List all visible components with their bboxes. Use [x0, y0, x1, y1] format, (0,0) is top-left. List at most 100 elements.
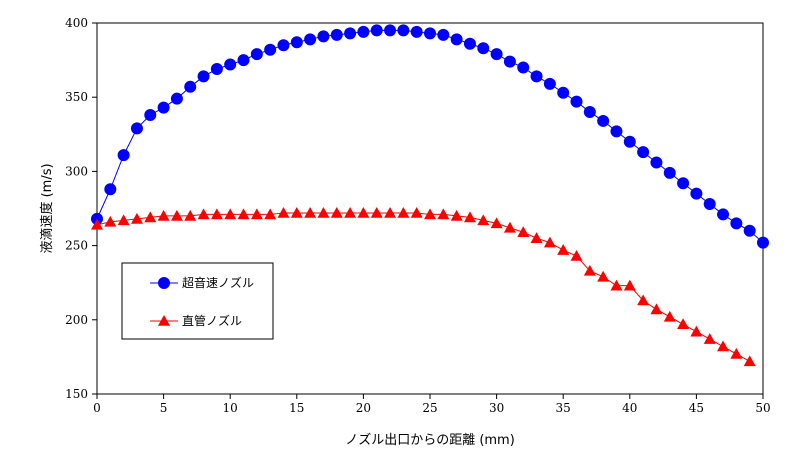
data-point	[730, 347, 743, 359]
data-point	[437, 28, 450, 41]
y-tick-label: 250	[65, 239, 88, 253]
data-point	[144, 109, 157, 122]
data-point	[224, 58, 237, 71]
series-2	[91, 206, 756, 367]
data-point	[424, 27, 436, 40]
y-axis-ticks: 150 200 250 300 350 400	[65, 16, 97, 401]
data-point	[517, 61, 530, 74]
y-tick-label: 400	[65, 16, 88, 30]
data-point	[277, 39, 290, 52]
data-point	[477, 214, 490, 226]
data-point	[490, 48, 503, 61]
data-point	[277, 206, 290, 218]
data-point	[424, 208, 436, 220]
legend-marker	[158, 315, 170, 326]
data-point	[330, 28, 343, 41]
data-point	[370, 206, 383, 218]
data-point	[290, 206, 303, 218]
data-point	[304, 206, 317, 218]
data-point	[210, 63, 223, 76]
data-point	[197, 208, 210, 220]
data-point	[237, 208, 250, 220]
x-tick-label: 10	[223, 401, 238, 415]
legend-label: 超音速ノズル	[182, 275, 254, 290]
data-point	[104, 183, 117, 196]
data-point	[503, 55, 516, 68]
data-point	[597, 114, 610, 127]
x-tick-label: 50	[755, 401, 770, 415]
data-point	[650, 303, 663, 315]
data-point	[477, 42, 490, 55]
data-point	[250, 208, 263, 220]
x-tick-label: 0	[93, 401, 101, 415]
data-point	[583, 264, 596, 276]
data-point	[117, 214, 130, 226]
data-point	[317, 206, 330, 218]
data-point	[743, 224, 756, 237]
x-axis-title: ノズル出口からの距離 (mm)	[345, 432, 515, 448]
data-point	[663, 310, 676, 322]
data-point	[357, 25, 370, 38]
data-point	[91, 218, 103, 230]
x-tick-label: 30	[489, 401, 504, 415]
y-tick-label: 200	[65, 313, 88, 327]
data-point	[677, 318, 690, 330]
legend-item-2: 直管ノズル	[150, 313, 242, 328]
data-point	[450, 209, 463, 221]
data-point	[304, 33, 317, 46]
data-point	[637, 294, 650, 306]
y-tick-label: 150	[65, 387, 88, 401]
legend-marker	[158, 277, 170, 289]
data-point	[490, 217, 503, 229]
data-point	[130, 122, 143, 135]
y-tick-label: 350	[65, 90, 88, 104]
x-axis-ticks: 0 5 10 15 20 25 30 35 40 45 50	[93, 394, 771, 415]
data-point	[610, 125, 623, 138]
data-point	[117, 149, 130, 162]
data-point	[157, 101, 170, 114]
x-tick-label: 45	[689, 401, 704, 415]
data-point	[224, 208, 237, 220]
data-point	[130, 212, 143, 224]
data-point	[184, 209, 197, 221]
data-point	[237, 54, 250, 67]
data-point	[463, 37, 476, 50]
data-point	[463, 211, 476, 223]
data-point	[197, 70, 210, 83]
data-point	[570, 95, 583, 108]
data-point	[157, 209, 170, 221]
y-tick-label: 300	[65, 164, 88, 178]
data-point	[597, 270, 610, 282]
data-point	[663, 166, 676, 179]
data-point	[410, 25, 423, 38]
y-axis-title: 液滴速度 (m/s)	[39, 163, 55, 253]
data-point	[610, 279, 623, 291]
data-point	[357, 206, 370, 218]
data-point	[384, 206, 397, 218]
data-point	[690, 187, 703, 200]
data-point	[184, 80, 197, 93]
data-point	[703, 198, 716, 211]
data-point	[730, 217, 743, 230]
series-layer	[91, 24, 769, 367]
data-point	[397, 206, 410, 218]
data-point	[530, 232, 543, 243]
data-point	[410, 206, 423, 218]
data-point	[503, 221, 516, 233]
data-point	[384, 24, 397, 37]
data-point	[650, 156, 663, 169]
data-point	[717, 340, 730, 352]
data-point	[344, 206, 357, 218]
series-1	[91, 24, 769, 249]
data-point	[370, 24, 383, 37]
data-point	[717, 208, 730, 221]
data-point	[623, 135, 636, 148]
data-point	[104, 215, 117, 227]
data-point	[703, 333, 716, 344]
data-point	[570, 249, 583, 261]
data-point	[264, 208, 277, 220]
data-point	[170, 92, 183, 105]
data-point	[557, 244, 570, 255]
data-point	[210, 208, 223, 220]
